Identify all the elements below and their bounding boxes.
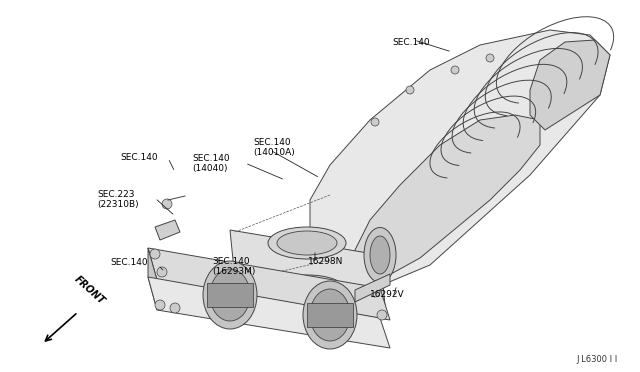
Polygon shape (355, 274, 390, 302)
Circle shape (451, 66, 459, 74)
Text: J L6300 I I: J L6300 I I (577, 355, 618, 364)
Ellipse shape (364, 228, 396, 282)
Ellipse shape (303, 281, 357, 349)
Text: 16298N: 16298N (308, 257, 344, 266)
Polygon shape (310, 30, 610, 290)
Text: 16292V: 16292V (370, 290, 404, 299)
Circle shape (157, 267, 167, 277)
Circle shape (406, 86, 414, 94)
Circle shape (371, 118, 379, 126)
Ellipse shape (280, 279, 337, 301)
Polygon shape (148, 248, 390, 320)
Ellipse shape (210, 269, 250, 321)
Circle shape (155, 300, 165, 310)
Ellipse shape (271, 275, 346, 305)
Ellipse shape (268, 227, 346, 259)
Circle shape (486, 54, 494, 62)
Polygon shape (207, 283, 253, 307)
Text: SEC.140
(14040): SEC.140 (14040) (192, 154, 230, 173)
Ellipse shape (310, 289, 350, 341)
Polygon shape (230, 230, 385, 305)
Text: SEC.223
(22310B): SEC.223 (22310B) (97, 190, 139, 209)
Circle shape (162, 199, 172, 209)
Ellipse shape (277, 231, 337, 255)
Text: FRONT: FRONT (72, 274, 106, 306)
Polygon shape (148, 248, 157, 310)
Ellipse shape (203, 261, 257, 329)
Polygon shape (355, 115, 540, 280)
Polygon shape (530, 40, 610, 130)
Text: SEC.140: SEC.140 (110, 258, 148, 267)
Circle shape (370, 287, 380, 297)
Text: SEC.140: SEC.140 (120, 153, 157, 162)
Text: SEC.140: SEC.140 (392, 38, 429, 47)
Polygon shape (155, 220, 180, 240)
Circle shape (170, 303, 180, 313)
Circle shape (150, 249, 160, 259)
Polygon shape (307, 303, 353, 327)
Ellipse shape (370, 236, 390, 274)
Text: SEC.140
(14010A): SEC.140 (14010A) (253, 138, 295, 157)
Circle shape (377, 310, 387, 320)
Polygon shape (148, 277, 390, 348)
Text: 3EC.140
(16293M): 3EC.140 (16293M) (212, 257, 255, 276)
